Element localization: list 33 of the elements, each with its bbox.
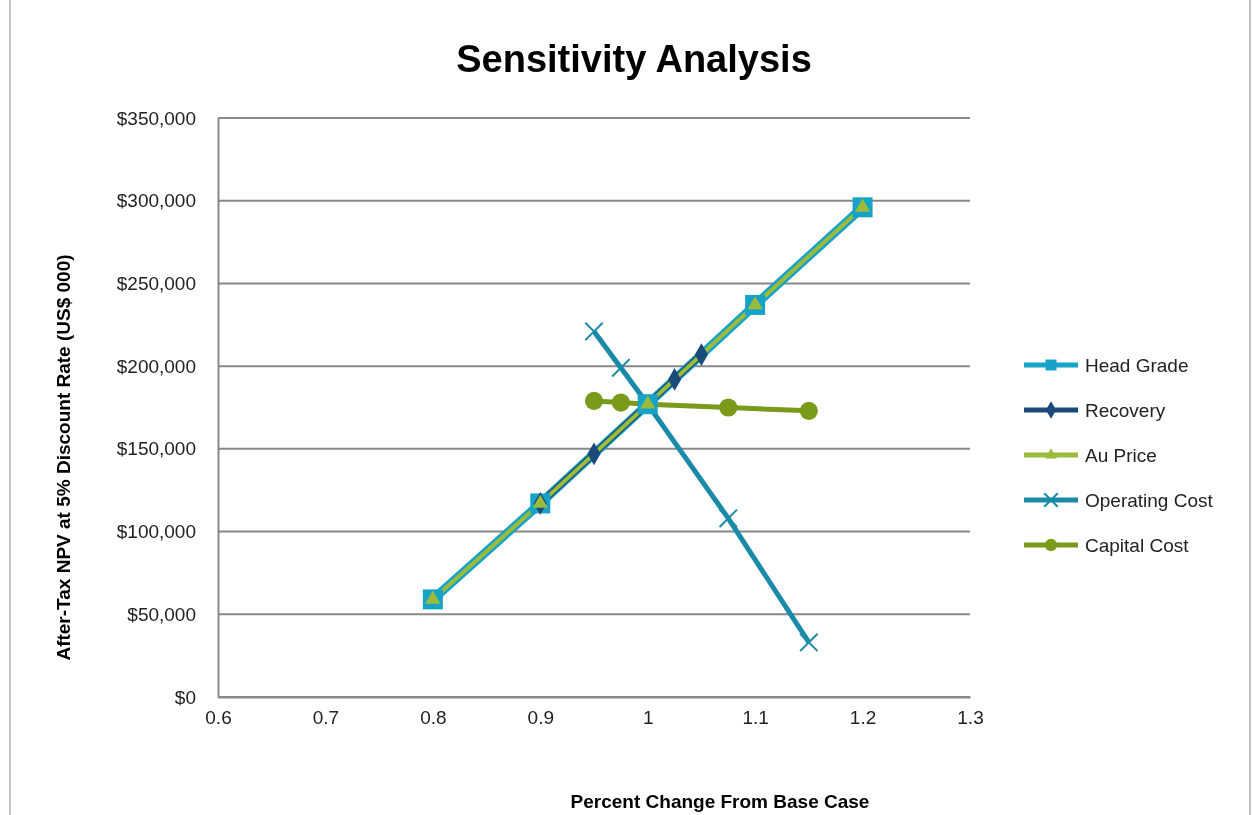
x-tick-label: 1.2 bbox=[849, 707, 877, 729]
x-tick-label: 1.3 bbox=[957, 707, 984, 729]
x-tick-label: 1 bbox=[642, 707, 654, 729]
legend-label: Operating Cost bbox=[1085, 490, 1214, 511]
y-tick-label: $250,000 bbox=[116, 273, 196, 295]
point bbox=[718, 508, 738, 529]
x-tick-label: 0.7 bbox=[312, 707, 340, 729]
point bbox=[799, 632, 819, 653]
legend-label: Au Price bbox=[1085, 445, 1157, 466]
y-tick-label: $100,000 bbox=[116, 521, 196, 543]
legend-label: Head Grade bbox=[1085, 355, 1189, 376]
x-tick-label: 0.6 bbox=[205, 707, 232, 729]
point bbox=[584, 391, 604, 410]
point bbox=[584, 321, 604, 342]
point bbox=[611, 358, 631, 378]
legend-label: Capital Cost bbox=[1085, 535, 1190, 556]
x-tick-label: 0.8 bbox=[420, 707, 447, 729]
chart-title: Sensitivity Analysis bbox=[456, 38, 812, 80]
y-tick-label: $350,000 bbox=[116, 107, 196, 129]
point bbox=[854, 198, 871, 212]
legend-label: Recovery bbox=[1085, 400, 1166, 421]
y-axis-title: After-Tax NPV at 5% Discount Rate (US$ 000) bbox=[53, 254, 74, 661]
x-axis-title: Percent Change From Base Case bbox=[570, 791, 870, 812]
y-tick-label: $0 bbox=[174, 686, 196, 708]
point bbox=[611, 393, 630, 412]
y-tick-label: $200,000 bbox=[116, 355, 196, 377]
y-tick-label: $300,000 bbox=[116, 190, 196, 212]
y-tick-label: $150,000 bbox=[116, 438, 196, 460]
x-tick-label: 0.9 bbox=[527, 707, 554, 729]
y-tick-label: $50,000 bbox=[127, 603, 196, 625]
point bbox=[719, 398, 738, 417]
point bbox=[799, 401, 818, 420]
x-tick-label: 1.1 bbox=[742, 707, 769, 729]
